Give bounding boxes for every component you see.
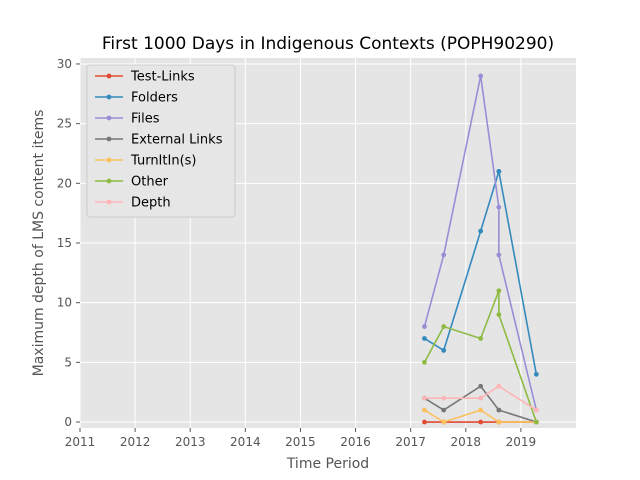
data-point (422, 324, 427, 329)
data-point (496, 168, 502, 174)
data-point (496, 252, 502, 258)
legend-label: Depth (131, 196, 171, 211)
series-depth (422, 383, 539, 413)
data-point (422, 336, 427, 341)
data-point (478, 407, 484, 413)
chart-title: First 1000 Days in Indigenous Contexts (… (102, 34, 554, 54)
data-point (422, 359, 427, 365)
legend-label: TurnItIn(s) (130, 154, 196, 169)
x-tick-label: 2016 (340, 435, 371, 449)
y-tick-label: 0 (64, 415, 72, 429)
legend-marker (106, 136, 112, 142)
data-point (478, 395, 484, 401)
data-point (496, 419, 502, 425)
legend-marker (106, 157, 112, 163)
x-tick-label: 2017 (395, 435, 426, 449)
series-line (423, 290, 538, 423)
data-point (533, 419, 539, 425)
x-tick-label: 2014 (230, 435, 261, 449)
series-folders (422, 168, 539, 377)
data-point (441, 407, 447, 413)
series-other (422, 288, 539, 425)
data-point (496, 312, 502, 318)
y-tick-label: 15 (57, 236, 72, 250)
x-axis-ticks: 2011 2012 2013 2014 2015 2016 2017 2018 2019 (65, 428, 536, 449)
x-tick-label: 2011 (65, 435, 96, 449)
data-point (441, 395, 447, 401)
legend-marker (106, 178, 112, 184)
x-tick-label: 2012 (120, 435, 151, 449)
legend-marker (106, 199, 112, 205)
data-point (441, 419, 447, 425)
y-axis-label: Maximum depth of LMS content items (31, 110, 47, 377)
series-layer (422, 73, 539, 425)
series-line (423, 75, 538, 411)
legend-box (86, 64, 236, 218)
legend-label: Test-Links (130, 70, 195, 85)
data-point (441, 324, 447, 329)
legend-label: External Links (131, 133, 223, 148)
y-axis-ticks: 0 5 10 15 20 25 30 (57, 57, 80, 429)
x-tick-label: 2019 (506, 435, 537, 449)
data-point (422, 395, 427, 401)
legend-marker (106, 115, 112, 121)
series-external-links (422, 383, 539, 425)
y-tick-label: 5 (64, 355, 72, 369)
legend-label: Other (131, 175, 169, 190)
data-point (496, 204, 502, 210)
data-point (533, 371, 539, 377)
data-point (422, 407, 427, 413)
data-point (496, 288, 502, 294)
y-tick-label: 30 (57, 57, 72, 71)
data-point (441, 252, 447, 258)
y-tick-label: 10 (57, 296, 72, 310)
x-tick-label: 2013 (175, 435, 206, 449)
data-point (422, 419, 427, 425)
data-point (496, 383, 502, 389)
data-point (478, 336, 484, 341)
legend-label: Files (131, 112, 160, 127)
data-point (533, 407, 539, 413)
data-point (478, 383, 484, 389)
y-tick-label: 25 (57, 117, 72, 131)
data-point (496, 407, 502, 413)
legend-label: Folders (131, 91, 178, 106)
x-tick-label: 2015 (285, 435, 316, 449)
legend: Test-Links Folders Files External Links Turn… (86, 64, 236, 218)
data-point (441, 348, 447, 353)
x-tick-label: 2018 (451, 435, 482, 449)
x-axis-label: Time Period (286, 456, 369, 472)
data-point (478, 419, 484, 425)
y-tick-label: 20 (57, 176, 72, 190)
data-point (478, 73, 484, 79)
legend-marker (106, 73, 112, 79)
legend-marker (106, 94, 112, 100)
data-point (478, 228, 484, 234)
